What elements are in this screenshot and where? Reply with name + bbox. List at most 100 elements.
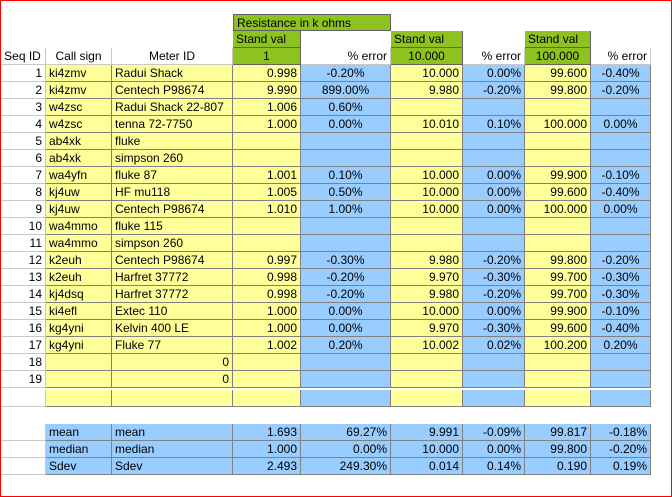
cell-e1[interactable]: -0.20% [301, 65, 391, 82]
call-sign-header[interactable]: Call sign [46, 48, 112, 65]
cell-e3[interactable] [591, 235, 651, 252]
cell-call[interactable]: ki4zmv [46, 65, 112, 82]
cell-meter[interactable]: simpson 260 [112, 150, 233, 167]
cell-e3[interactable]: -0.30% [591, 269, 651, 286]
cell-v2[interactable] [391, 150, 463, 167]
cell-e1[interactable] [301, 150, 391, 167]
cell-v1[interactable]: 1.002 [233, 337, 301, 354]
cell-v3[interactable]: 99.800 [525, 252, 591, 269]
empty-cell[interactable] [463, 390, 525, 407]
cell-e2[interactable] [463, 99, 525, 116]
cell-seq[interactable]: 12 [0, 252, 46, 269]
cell-e3[interactable]: 0.00% [591, 116, 651, 133]
stand-val-header-1[interactable]: Stand val [233, 31, 301, 48]
cell-e1[interactable]: 0.60% [301, 99, 391, 116]
cell-e2[interactable]: 0.10% [463, 116, 525, 133]
empty-cell[interactable] [301, 390, 391, 407]
cell-seq[interactable]: 17 [0, 337, 46, 354]
seq-id-header[interactable]: Seq ID [0, 48, 46, 65]
cell-v1[interactable]: 0.998 [233, 286, 301, 303]
cell-call[interactable]: wa4mmo [46, 235, 112, 252]
cell-e3[interactable] [591, 150, 651, 167]
stand-val-2-value[interactable]: 10.000 [391, 48, 463, 65]
empty-cell[interactable] [391, 390, 463, 407]
cell-e3[interactable]: -0.40% [591, 65, 651, 82]
cell-v3[interactable]: 99.700 [525, 286, 591, 303]
cell-meter[interactable]: Centech P98674 [112, 82, 233, 99]
cell-meter[interactable]: Radui Shack [112, 65, 233, 82]
cell-meter[interactable]: fluke [112, 133, 233, 150]
cell-call[interactable]: kg4yni [46, 320, 112, 337]
cell-v3[interactable]: 99.600 [525, 320, 591, 337]
cell-call[interactable]: w4zsc [46, 116, 112, 133]
cell-e3[interactable]: -0.30% [591, 286, 651, 303]
cell-call[interactable]: kj4dsq [46, 286, 112, 303]
cell-v3[interactable]: 99.700 [525, 269, 591, 286]
stat-e2[interactable]: 0.14% [463, 458, 525, 475]
cell-meter[interactable]: Extec 110 [112, 303, 233, 320]
cell-v1[interactable] [233, 133, 301, 150]
stat-e2[interactable]: 0.00% [463, 441, 525, 458]
empty-cell[interactable] [591, 390, 651, 407]
cell-v2[interactable]: 9.980 [391, 252, 463, 269]
stat-v1[interactable]: 1.000 [233, 441, 301, 458]
cell-e1[interactable]: 0.20% [301, 337, 391, 354]
stat-v2[interactable]: 9.991 [391, 424, 463, 441]
empty-cell[interactable] [46, 390, 112, 407]
cell-e1[interactable]: 0.50% [301, 184, 391, 201]
cell-seq[interactable]: 5 [0, 133, 46, 150]
cell-call[interactable]: w4zsc [46, 99, 112, 116]
cell-seq[interactable]: 3 [0, 99, 46, 116]
stat-label_b[interactable]: median [112, 441, 233, 458]
cell-v1[interactable] [233, 218, 301, 235]
cell-e2[interactable]: -0.20% [463, 252, 525, 269]
stat-e3[interactable]: -0.20% [591, 441, 651, 458]
cell-v3[interactable]: 100.000 [525, 201, 591, 218]
empty-cell[interactable] [525, 390, 591, 407]
cell-meter[interactable]: 0 [112, 354, 233, 371]
cell-seq[interactable]: 6 [0, 150, 46, 167]
cell-call[interactable]: ab4xk [46, 150, 112, 167]
empty-cell[interactable] [0, 458, 46, 475]
cell-v3[interactable] [525, 218, 591, 235]
stat-label_b[interactable]: mean [112, 424, 233, 441]
cell-meter[interactable]: fluke 115 [112, 218, 233, 235]
cell-e3[interactable]: -0.10% [591, 303, 651, 320]
cell-call[interactable]: kj4uw [46, 201, 112, 218]
cell-v2[interactable]: 10.000 [391, 184, 463, 201]
cell-meter[interactable]: 0 [112, 371, 233, 388]
cell-call[interactable]: wa4mmo [46, 218, 112, 235]
cell-call[interactable] [46, 371, 112, 388]
cell-e1[interactable]: 0.00% [301, 116, 391, 133]
cell-v2[interactable]: 9.970 [391, 320, 463, 337]
cell-call[interactable]: wa4yfn [46, 167, 112, 184]
cell-call[interactable]: kj4uw [46, 184, 112, 201]
cell-e3[interactable]: -0.20% [591, 252, 651, 269]
stat-label_a[interactable]: mean [46, 424, 112, 441]
cell-call[interactable]: ki4zmv [46, 82, 112, 99]
cell-v2[interactable]: 10.002 [391, 337, 463, 354]
cell-v2[interactable] [391, 235, 463, 252]
cell-e3[interactable]: 0.00% [591, 201, 651, 218]
cell-call[interactable]: k2euh [46, 269, 112, 286]
cell-v1[interactable]: 1.006 [233, 99, 301, 116]
stat-v1[interactable]: 2.493 [233, 458, 301, 475]
cell-meter[interactable]: fluke 87 [112, 167, 233, 184]
stat-e1[interactable]: 249.30% [301, 458, 391, 475]
cell-e2[interactable]: -0.20% [463, 286, 525, 303]
cell-v3[interactable]: 99.800 [525, 82, 591, 99]
cell-seq[interactable]: 9 [0, 201, 46, 218]
cell-v3[interactable]: 99.900 [525, 303, 591, 320]
cell-meter[interactable]: Radui Shack 22-807 [112, 99, 233, 116]
cell-seq[interactable]: 15 [0, 303, 46, 320]
cell-v2[interactable] [391, 99, 463, 116]
cell-v2[interactable]: 9.980 [391, 286, 463, 303]
cell-v3[interactable]: 99.900 [525, 167, 591, 184]
cell-e2[interactable]: 0.00% [463, 201, 525, 218]
cell-seq[interactable]: 13 [0, 269, 46, 286]
cell-v1[interactable]: 0.998 [233, 269, 301, 286]
cell-e2[interactable]: -0.30% [463, 320, 525, 337]
cell-e3[interactable] [591, 133, 651, 150]
cell-v1[interactable]: 1.000 [233, 116, 301, 133]
cell-e1[interactable]: 0.10% [301, 167, 391, 184]
